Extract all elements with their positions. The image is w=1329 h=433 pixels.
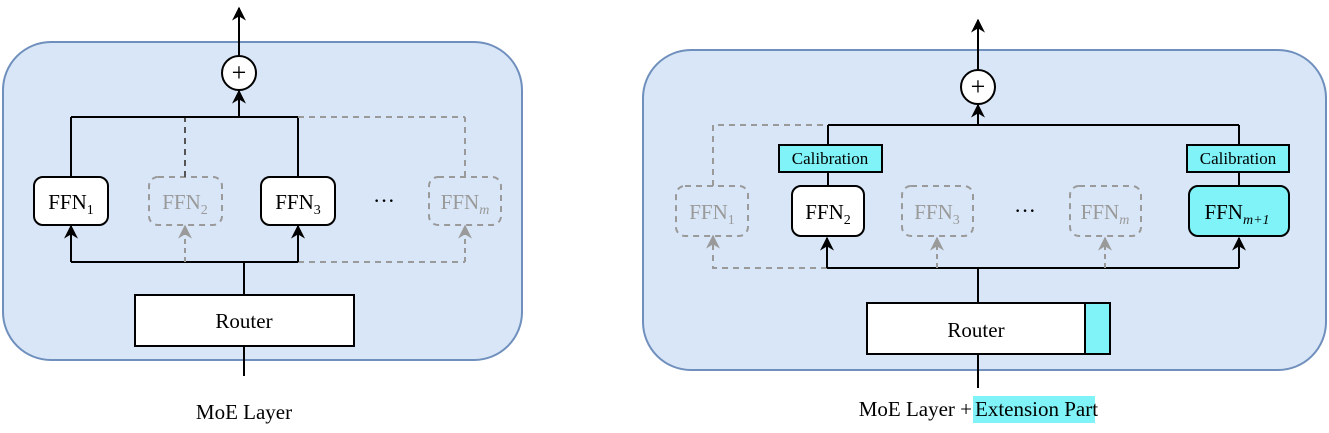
right-ffnm-label: FFNm (1081, 200, 1130, 228)
right-moe-layer: Router FFN1 FFN2 FFN3 ··· FFNm FFNm+1 Ca… (642, 18, 1327, 423)
left-caption: MoE Layer (196, 400, 292, 424)
right-ffn1-label: FFN1 (689, 200, 735, 228)
right-sum-plus: + (971, 72, 986, 101)
right-ffn3-label: FFN3 (914, 200, 960, 228)
right-calibration-ffnm1-label: Calibration (1200, 149, 1277, 168)
left-router-label: Router (215, 309, 272, 333)
right-ffnm1-label: FFNm+1 (1204, 200, 1269, 228)
right-caption: MoE Layer + (859, 397, 972, 421)
left-ffnm-label: FFNm (441, 190, 490, 218)
right-bottom-bus-dashed-ffn1 (706, 234, 827, 269)
left-router-box (134, 294, 355, 347)
right-caption-extension: Extension Part (975, 397, 1098, 421)
left-ellipsis: ··· (373, 188, 395, 213)
left-ffn3-label: FFN3 (275, 190, 321, 218)
right-router-extension (1084, 302, 1111, 355)
left-sum-plus: + (232, 58, 247, 87)
right-ffn2-label: FFN2 (805, 200, 851, 228)
right-ffn3-box (901, 185, 974, 237)
right-calibration-ffn2-label: Calibration (792, 149, 869, 168)
right-ffn1-out-dashed (712, 124, 828, 186)
left-ffn1-label: FFN1 (48, 190, 94, 218)
right-calibration-ffn2 (778, 144, 883, 173)
right-caption-highlight-bg (973, 396, 1095, 423)
left-ffn2-label: FFN2 (162, 190, 208, 218)
right-router-label: Router (947, 318, 1004, 342)
right-ffnm-box (1069, 185, 1142, 237)
right-caption-main: MoE Layer + (859, 397, 972, 421)
left-moe-layer: Router FFN1 FFN2 FFN3 ··· FFNm (2, 6, 523, 424)
right-panel-background (642, 49, 1327, 371)
right-ellipsis: ··· (1014, 198, 1036, 223)
